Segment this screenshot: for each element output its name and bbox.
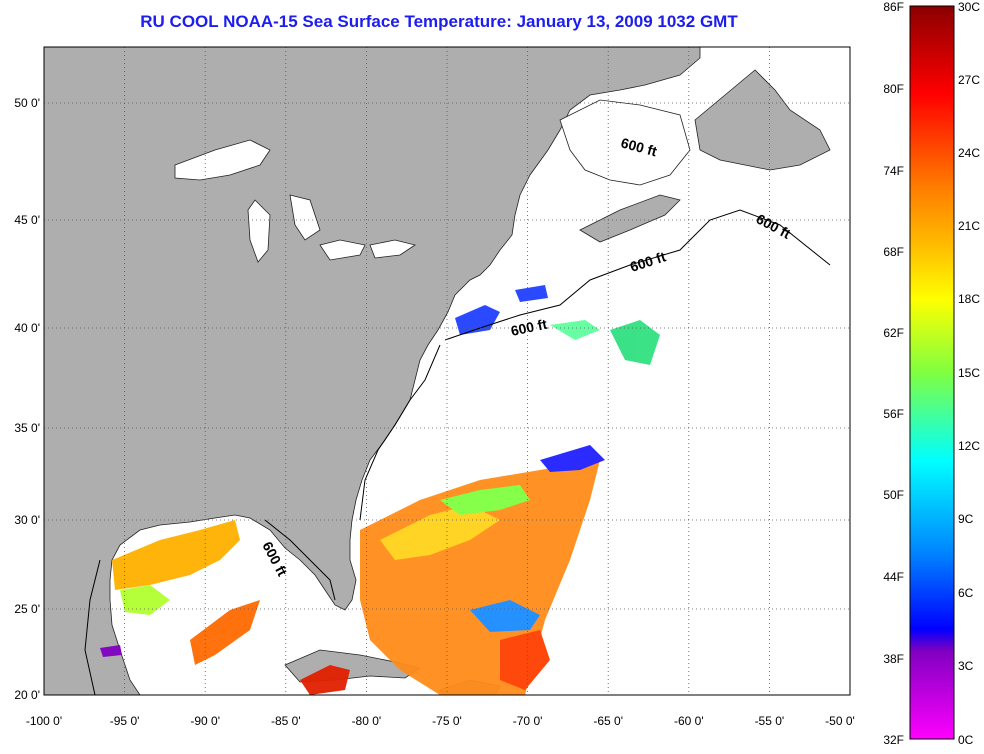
colorbar-c-label: 15C xyxy=(958,366,980,380)
colorbar-c-label: 24C xyxy=(958,146,980,160)
x-tick-label: -90 0' xyxy=(190,714,220,728)
plot-frame xyxy=(43,46,851,696)
y-tick-label: 45 0' xyxy=(14,213,40,227)
colorbar-f-label: 74F xyxy=(883,164,904,178)
x-tick-label: -60 0' xyxy=(674,714,704,728)
colorbar-f-label: 68F xyxy=(883,245,904,259)
x-tick-label: -50 0' xyxy=(825,714,855,728)
depth-contour-600ft xyxy=(84,209,831,695)
colorbar-f-label: 62F xyxy=(883,326,904,340)
x-tick-label: -55 0' xyxy=(755,714,785,728)
x-tick-label: -75 0' xyxy=(432,714,462,728)
y-tick-label: 30 0' xyxy=(14,513,40,527)
colorbar-c-label: 27C xyxy=(958,73,980,87)
colorbar-f-label: 44F xyxy=(883,570,904,584)
colorbar-gradient xyxy=(909,5,955,740)
contour-label: 600 ft xyxy=(509,316,548,339)
y-axis: 20 0' 25 0' 30 0' 35 0' 40 0' 45 0' 50 0… xyxy=(14,96,40,702)
great-lakes xyxy=(174,139,416,263)
colorbar-c-label: 30C xyxy=(958,0,980,14)
y-tick-label: 25 0' xyxy=(14,602,40,616)
sst-swath xyxy=(100,285,660,695)
land-nova-scotia xyxy=(579,194,681,243)
land-north-america xyxy=(44,47,701,695)
colorbar-c-label: 21C xyxy=(958,219,980,233)
colorbar-c-label: 0C xyxy=(958,733,974,747)
grid-lines xyxy=(44,47,850,695)
y-tick-label: 50 0' xyxy=(14,96,40,110)
x-tick-label: -95 0' xyxy=(110,714,140,728)
x-tick-label: -65 0' xyxy=(593,714,623,728)
colorbar-c-label: 9C xyxy=(958,512,974,526)
y-tick-label: 35 0' xyxy=(14,421,40,435)
x-tick-label: -80 0' xyxy=(352,714,382,728)
colorbar-c-label: 12C xyxy=(958,439,980,453)
colorbar-c-label: 6C xyxy=(958,586,974,600)
gulf-st-lawrence xyxy=(559,99,691,186)
y-tick-label: 40 0' xyxy=(14,321,40,335)
y-tick-label: 20 0' xyxy=(14,688,40,702)
land-newfoundland xyxy=(694,69,831,171)
x-tick-label: -70 0' xyxy=(513,714,543,728)
colorbar-f-label: 38F xyxy=(883,652,904,666)
colorbar-f-label: 32F xyxy=(883,733,904,747)
colorbar-c-label: 18C xyxy=(958,292,980,306)
colorbar-f-label: 86F xyxy=(883,0,904,14)
colorbar-f-label: 80F xyxy=(883,82,904,96)
colorbar-f-label: 56F xyxy=(883,407,904,421)
x-tick-label: -100 0' xyxy=(26,714,62,728)
map-title: RU COOL NOAA-15 Sea Surface Temperature:… xyxy=(140,12,738,31)
x-tick-label: -85 0' xyxy=(271,714,301,728)
colorbar-c-label: 3C xyxy=(958,659,974,673)
colorbar: 86F 80F 74F 68F 62F 56F 50F 44F 38F 32F … xyxy=(883,0,980,747)
x-axis: -100 0' -95 0' -90 0' -85 0' -80 0' -75 … xyxy=(26,714,855,728)
colorbar-f-label: 50F xyxy=(883,488,904,502)
